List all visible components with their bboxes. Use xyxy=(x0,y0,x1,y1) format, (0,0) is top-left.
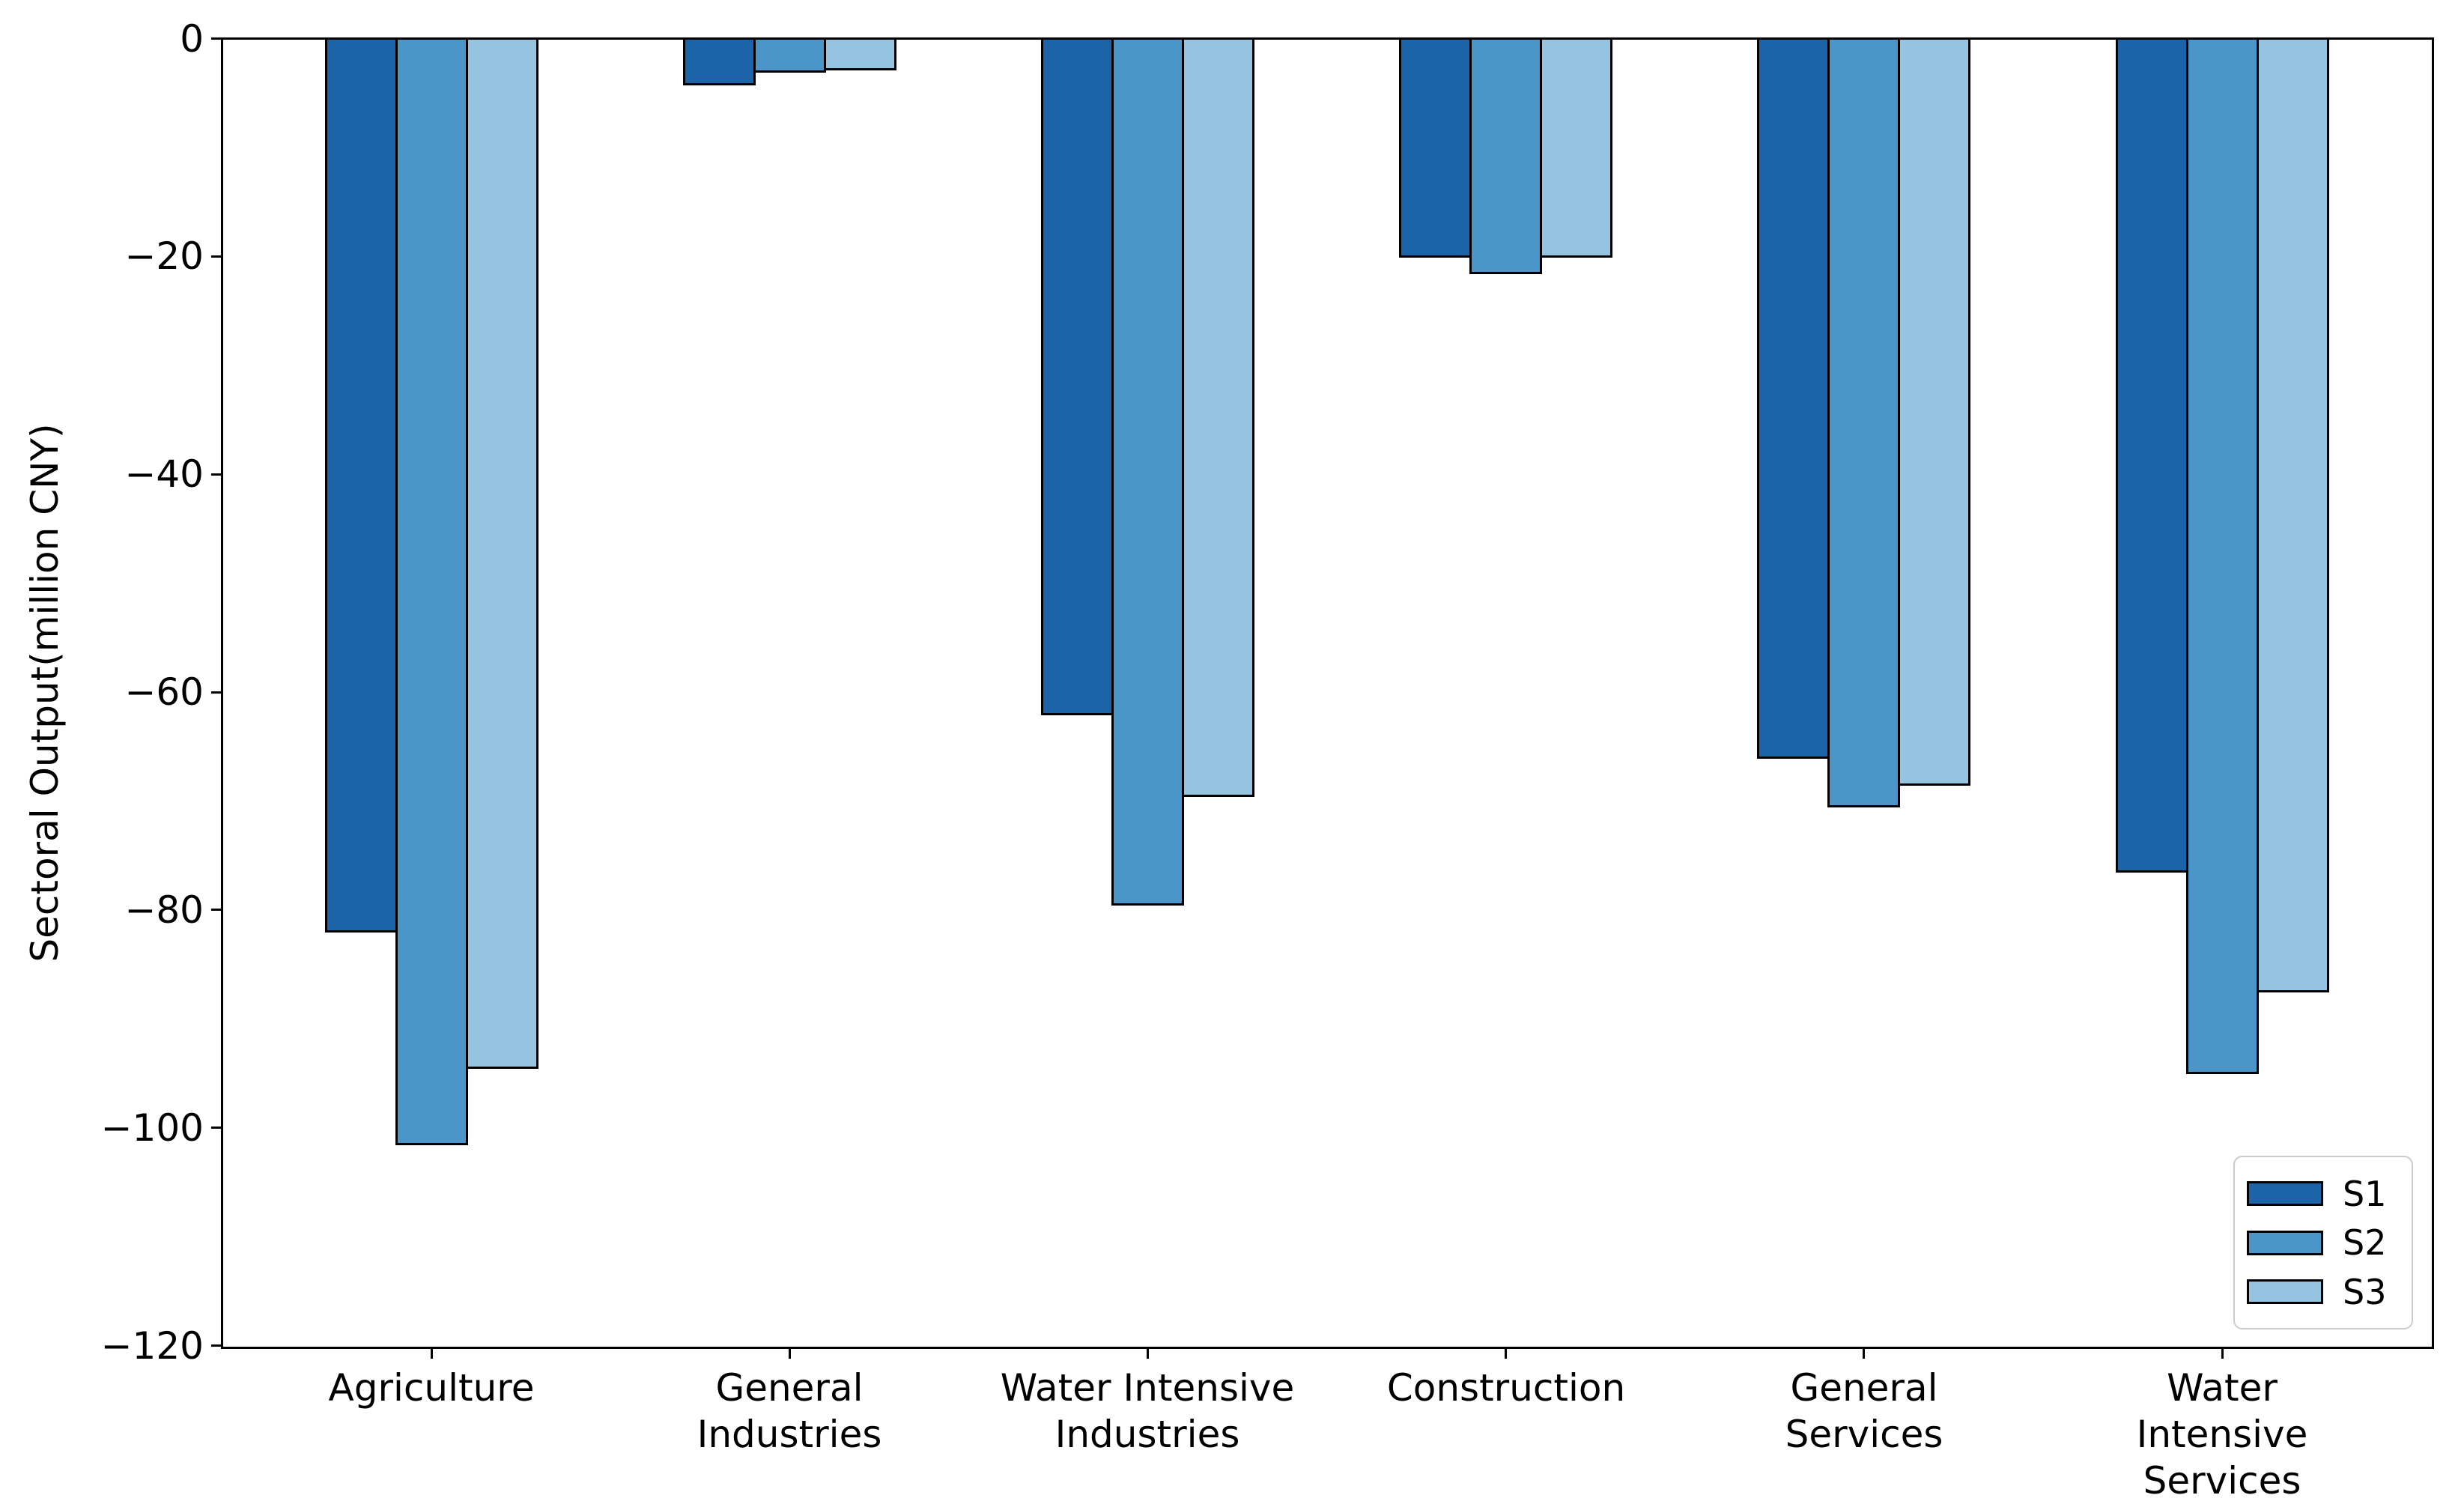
x-tick-label-1: General Industries xyxy=(697,1366,882,1456)
x-tick-mark xyxy=(431,1349,433,1359)
x-tick-mark xyxy=(2221,1349,2224,1359)
x-tick-label-0: Agriculture xyxy=(328,1366,535,1410)
bar-S2-2 xyxy=(1111,40,1184,906)
bar-S2-3 xyxy=(1469,40,1542,274)
legend-swatch-S2 xyxy=(2247,1230,2323,1255)
bar-S3-5 xyxy=(2257,40,2329,992)
bar-S1-3 xyxy=(1399,40,1472,258)
y-tick-label: −40 xyxy=(124,452,204,496)
bar-S3-4 xyxy=(1898,40,1970,786)
y-tick-mark xyxy=(211,1344,221,1347)
y-tick-label: −20 xyxy=(124,234,204,278)
legend-row-S3: S3 xyxy=(2235,1275,2412,1309)
y-tick-mark xyxy=(211,37,221,40)
bar-S1-1 xyxy=(683,40,756,85)
legend-swatch-S1 xyxy=(2247,1181,2323,1206)
x-tick-label-2: Water Intensive Industries xyxy=(1000,1366,1295,1456)
legend: S1 S2 S3 xyxy=(2233,1156,2413,1329)
bar-S2-1 xyxy=(753,40,826,73)
bar-S3-0 xyxy=(466,40,538,1069)
bar-S3-3 xyxy=(1540,40,1612,258)
y-tick-label: −120 xyxy=(100,1324,204,1368)
legend-row-S2: S2 xyxy=(2235,1225,2412,1260)
y-tick-label: −100 xyxy=(100,1106,204,1150)
y-tick-label: −80 xyxy=(124,888,204,932)
y-tick-mark xyxy=(211,255,221,258)
bar-chart-figure: Sectoral Output(million CNY) S1 S2 S3 0 −20… xyxy=(23,17,2434,1503)
x-tick-mark xyxy=(1505,1349,1507,1359)
bar-S2-0 xyxy=(395,40,468,1145)
plot-area: S1 S2 S3 xyxy=(221,37,2434,1349)
x-tick-mark xyxy=(1147,1349,1149,1359)
x-tick-label-3: Construction xyxy=(1386,1366,1626,1410)
bar-S1-5 xyxy=(2116,40,2188,873)
y-tick-mark xyxy=(211,691,221,694)
bar-S1-0 xyxy=(325,40,398,933)
y-tick-mark xyxy=(211,1127,221,1129)
y-tick-mark xyxy=(211,473,221,476)
x-tick-mark xyxy=(789,1349,791,1359)
bar-S2-5 xyxy=(2186,40,2259,1074)
bar-S2-4 xyxy=(1827,40,1900,807)
y-tick-mark xyxy=(211,909,221,911)
bar-S3-2 xyxy=(1182,40,1254,797)
x-tick-mark xyxy=(1863,1349,1865,1359)
bar-S1-2 xyxy=(1041,40,1114,715)
legend-swatch-S3 xyxy=(2247,1279,2323,1304)
x-tick-label-4: General Services xyxy=(1785,1366,1943,1456)
y-tick-label: −60 xyxy=(124,670,204,714)
bar-S3-1 xyxy=(824,40,896,70)
legend-label-S1: S1 xyxy=(2343,1173,2387,1214)
legend-row-S1: S1 xyxy=(2235,1177,2412,1211)
bar-S1-4 xyxy=(1757,40,1830,759)
y-tick-label: 0 xyxy=(180,17,204,61)
legend-label-S2: S2 xyxy=(2343,1222,2387,1263)
x-tick-label-5: Water Intensive Services xyxy=(2136,1366,2308,1503)
legend-label-S3: S3 xyxy=(2343,1271,2387,1312)
